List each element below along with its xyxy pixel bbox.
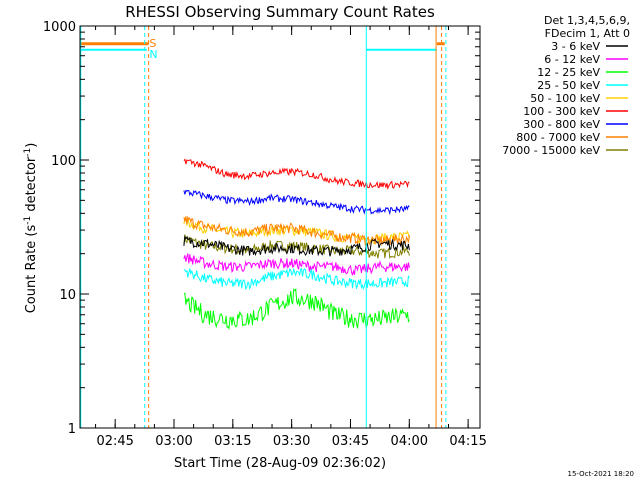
legend-entry-label: 800 - 7000 keV (516, 131, 600, 144)
x-axis-label: Start Time (28-Aug-09 02:36:02) (174, 456, 386, 471)
series-line (183, 287, 410, 331)
legend-entry-label: 6 - 12 keV (544, 53, 600, 66)
legend-header: FDecim 1, Att 0 (545, 27, 630, 40)
series-line (183, 215, 410, 246)
legend-entry-label: 50 - 100 keV (530, 92, 600, 105)
plot-frame (79, 25, 481, 429)
series-line (183, 158, 410, 190)
series-line (183, 253, 410, 277)
x-tick-label: 03:45 (332, 434, 369, 449)
legend-entry-label: 100 - 300 keV (523, 105, 600, 118)
series-line (183, 189, 410, 216)
y-tick-label: 10 (59, 288, 76, 303)
x-tick-label: 04:15 (449, 434, 486, 449)
chart-title: RHESSI Observing Summary Count Rates (125, 3, 435, 21)
plot-area: SN (80, 26, 447, 428)
night-label: N (149, 48, 157, 61)
y-axis-label: Count Rate (s-1 detector-1) (23, 143, 39, 314)
legend-entry-label: 3 - 6 keV (551, 40, 600, 53)
generation-timestamp: 15-Oct-2021 18:20 (568, 470, 634, 478)
legend-entry-label: 12 - 25 keV (537, 66, 600, 79)
x-tick-label: 04:00 (391, 434, 428, 449)
legend-entry-label: 300 - 800 keV (523, 118, 600, 131)
y-tick-label: 100 (51, 154, 76, 169)
axes: 1 10 100 1000 02:45 03:00 03:15 03:30 03:45 04:00… (43, 20, 487, 449)
x-tick-label: 03:00 (155, 434, 192, 449)
series-line (183, 234, 410, 257)
legend-entry-label: 25 - 50 keV (537, 79, 600, 92)
x-tick-label: 03:15 (214, 434, 251, 449)
series-line (183, 267, 410, 291)
x-tick-label: 02:45 (96, 434, 133, 449)
legend-header: Det 1,3,4,5,6,9, (544, 14, 630, 27)
x-tick-label: 03:30 (273, 434, 310, 449)
y-tick-label: 1 (68, 422, 76, 437)
saa-label: S (149, 37, 156, 50)
y-tick-label: 1000 (43, 20, 76, 35)
legend-entry-label: 7000 - 15000 keV (502, 144, 600, 157)
legend: Det 1,3,4,5,6,9,FDecim 1, Att 03 - 6 keV… (502, 14, 630, 157)
